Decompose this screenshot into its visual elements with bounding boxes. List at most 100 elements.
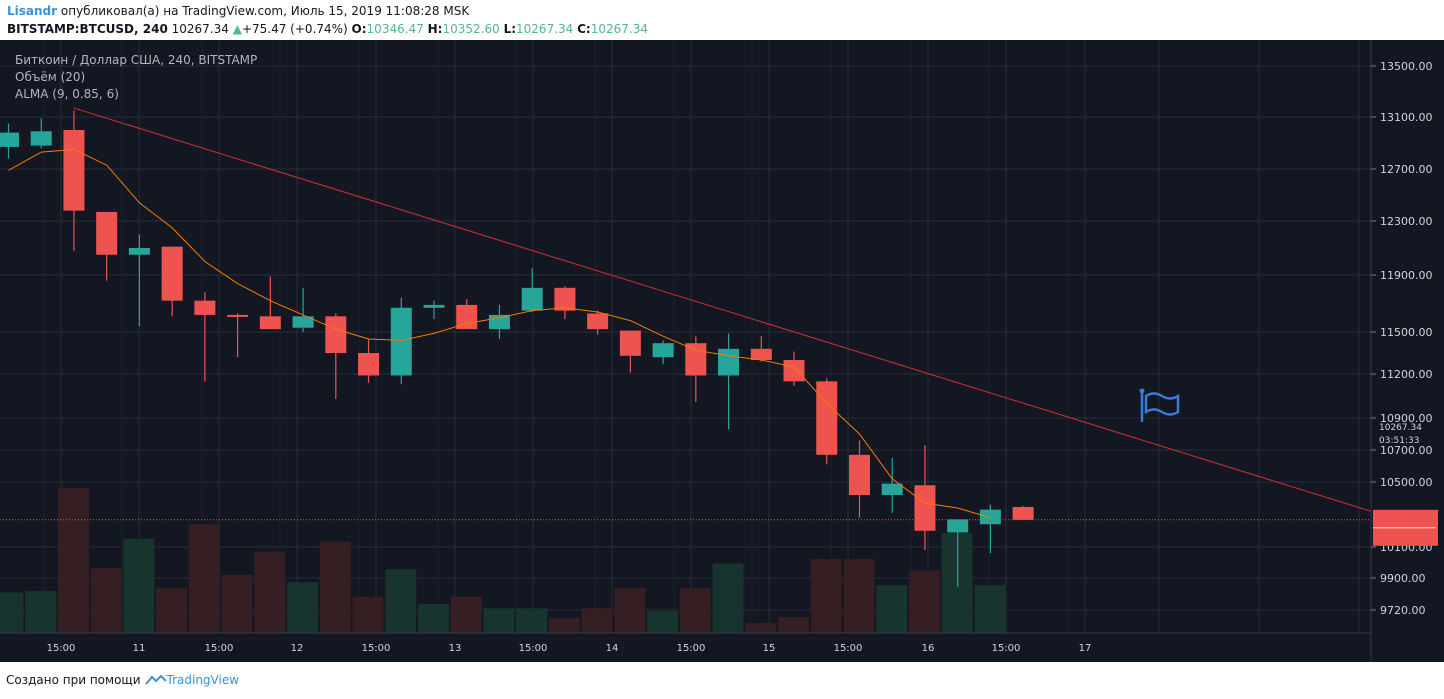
- legend-alma[interactable]: ALMA (9, 0.85, 6): [15, 87, 119, 101]
- time-tick-label: 15:00: [362, 643, 391, 654]
- price-axis[interactable]: [1371, 40, 1444, 662]
- chart-area[interactable]: 13500.00 13100.00 12700.00 12300.00 11900.00…: [0, 40, 1444, 662]
- candle[interactable]: [96, 211, 118, 255]
- candle[interactable]: [227, 314, 249, 317]
- candle[interactable]: [423, 304, 445, 308]
- tradingview-logo[interactable]: TradingView: [144, 673, 240, 687]
- candle[interactable]: [979, 509, 1001, 525]
- volume-bar: [876, 585, 908, 633]
- volume-bar: [450, 596, 482, 633]
- candle[interactable]: [619, 330, 641, 356]
- time-tick-label: 15:00: [47, 643, 76, 654]
- candle[interactable]: [390, 307, 412, 376]
- tradingview-brand[interactable]: TradingView: [166, 673, 240, 687]
- price-tick-label: 10700.00: [1380, 444, 1433, 457]
- ohlc-line: BITSTAMP:BTCUSD, 240 10267.34 ▲+75.47 (+…: [7, 22, 648, 36]
- time-tick-label: 15:00: [205, 643, 234, 654]
- candle[interactable]: [128, 248, 150, 255]
- alma-line[interactable]: [8, 148, 991, 519]
- candle[interactable]: [292, 316, 314, 328]
- candle[interactable]: [947, 519, 969, 533]
- volume-bar: [221, 575, 253, 633]
- candle[interactable]: [750, 348, 772, 360]
- candle[interactable]: [783, 360, 805, 382]
- candle[interactable]: [194, 300, 216, 315]
- publish-line: Lisandr опубликовал(а) на TradingView.co…: [7, 4, 469, 18]
- candle[interactable]: [488, 314, 510, 330]
- volume-bar: [188, 524, 220, 633]
- candle[interactable]: [587, 313, 609, 330]
- close-label: C:: [577, 22, 591, 36]
- volume-bar: [319, 541, 351, 633]
- publish-info: опубликовал(а) на TradingView.com, Июль …: [60, 4, 470, 18]
- time-tick-label: 13: [449, 643, 462, 654]
- candle[interactable]: [358, 353, 380, 376]
- volume-bar: [417, 604, 449, 633]
- volume-bar: [712, 563, 744, 633]
- volume-bar: [156, 588, 188, 633]
- footer: Создано при помощи TradingView: [6, 673, 239, 687]
- price-tick-label: 11500.00: [1380, 326, 1433, 339]
- time-tick-label: 17: [1079, 643, 1092, 654]
- volume-bar: [352, 596, 384, 633]
- time-tick-label: 14: [606, 643, 619, 654]
- candle[interactable]: [1012, 507, 1034, 520]
- open-value: 10346.47: [366, 22, 424, 36]
- candle[interactable]: [325, 316, 347, 353]
- countdown-label: 03:51:33: [1379, 436, 1419, 446]
- volume-bar: [548, 618, 580, 633]
- open-label: O:: [351, 22, 367, 36]
- volume-bar: [745, 622, 777, 633]
- volume-bar: [843, 559, 875, 633]
- volume-bar: [908, 570, 940, 633]
- volume-bar: [254, 551, 286, 633]
- time-tick-label: 15:00: [992, 643, 1021, 654]
- candle[interactable]: [914, 485, 936, 531]
- time-tick-label: 12: [291, 643, 304, 654]
- time-tick-label: 16: [922, 643, 935, 654]
- volume-bar: [483, 608, 515, 633]
- volume-bar: [581, 608, 613, 633]
- volume-bar: [614, 588, 646, 633]
- time-tick-label: 15:00: [834, 643, 863, 654]
- flag-icon[interactable]: [1139, 388, 1180, 423]
- price-change: +75.47 (+0.74%): [241, 22, 348, 36]
- candle[interactable]: [161, 246, 183, 301]
- volume-bar: [516, 608, 548, 633]
- price-chart[interactable]: 13500.00 13100.00 12700.00 12300.00 11900.00…: [0, 40, 1444, 662]
- candle[interactable]: [554, 287, 576, 311]
- volume-bar: [810, 559, 842, 633]
- candle[interactable]: [881, 483, 903, 495]
- candle[interactable]: [652, 343, 674, 358]
- last-price: 10267.34: [171, 22, 229, 36]
- candle[interactable]: [685, 343, 707, 376]
- symbol-label: BITSTAMP:BTCUSD, 240: [7, 22, 168, 36]
- price-tick-label: 10900.00: [1380, 412, 1433, 425]
- close-value: 10267.34: [590, 22, 648, 36]
- legend-volume[interactable]: Объём (20): [15, 70, 86, 84]
- low-value: 10267.34: [516, 22, 574, 36]
- volume-bar: [123, 538, 155, 633]
- candle[interactable]: [30, 131, 52, 146]
- candle[interactable]: [456, 304, 478, 330]
- volume-bar: [385, 569, 417, 633]
- time-tick-label: 15: [763, 643, 776, 654]
- candle[interactable]: [848, 454, 870, 495]
- volume-bar: [90, 567, 122, 633]
- candle[interactable]: [816, 381, 838, 455]
- candle[interactable]: [0, 132, 19, 147]
- trend-line[interactable]: [73, 107, 1372, 512]
- price-tick-label: 12700.00: [1380, 163, 1433, 176]
- volume-bar: [57, 488, 89, 633]
- candle[interactable]: [63, 130, 85, 211]
- volume-bar: [778, 617, 810, 633]
- candle[interactable]: [521, 287, 543, 311]
- candle[interactable]: [259, 316, 281, 330]
- high-label: H:: [427, 22, 443, 36]
- price-tick-label: 11200.00: [1380, 368, 1433, 381]
- volume-bar: [679, 588, 711, 633]
- candle[interactable]: [718, 348, 740, 376]
- price-tick-label: 11900.00: [1380, 269, 1433, 282]
- volume-bar: [25, 590, 57, 633]
- author-link[interactable]: Lisandr: [7, 4, 58, 18]
